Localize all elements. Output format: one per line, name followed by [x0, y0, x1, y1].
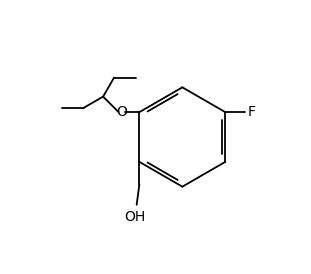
Text: O: O — [116, 105, 127, 119]
Text: F: F — [248, 105, 256, 119]
Text: OH: OH — [125, 210, 146, 224]
